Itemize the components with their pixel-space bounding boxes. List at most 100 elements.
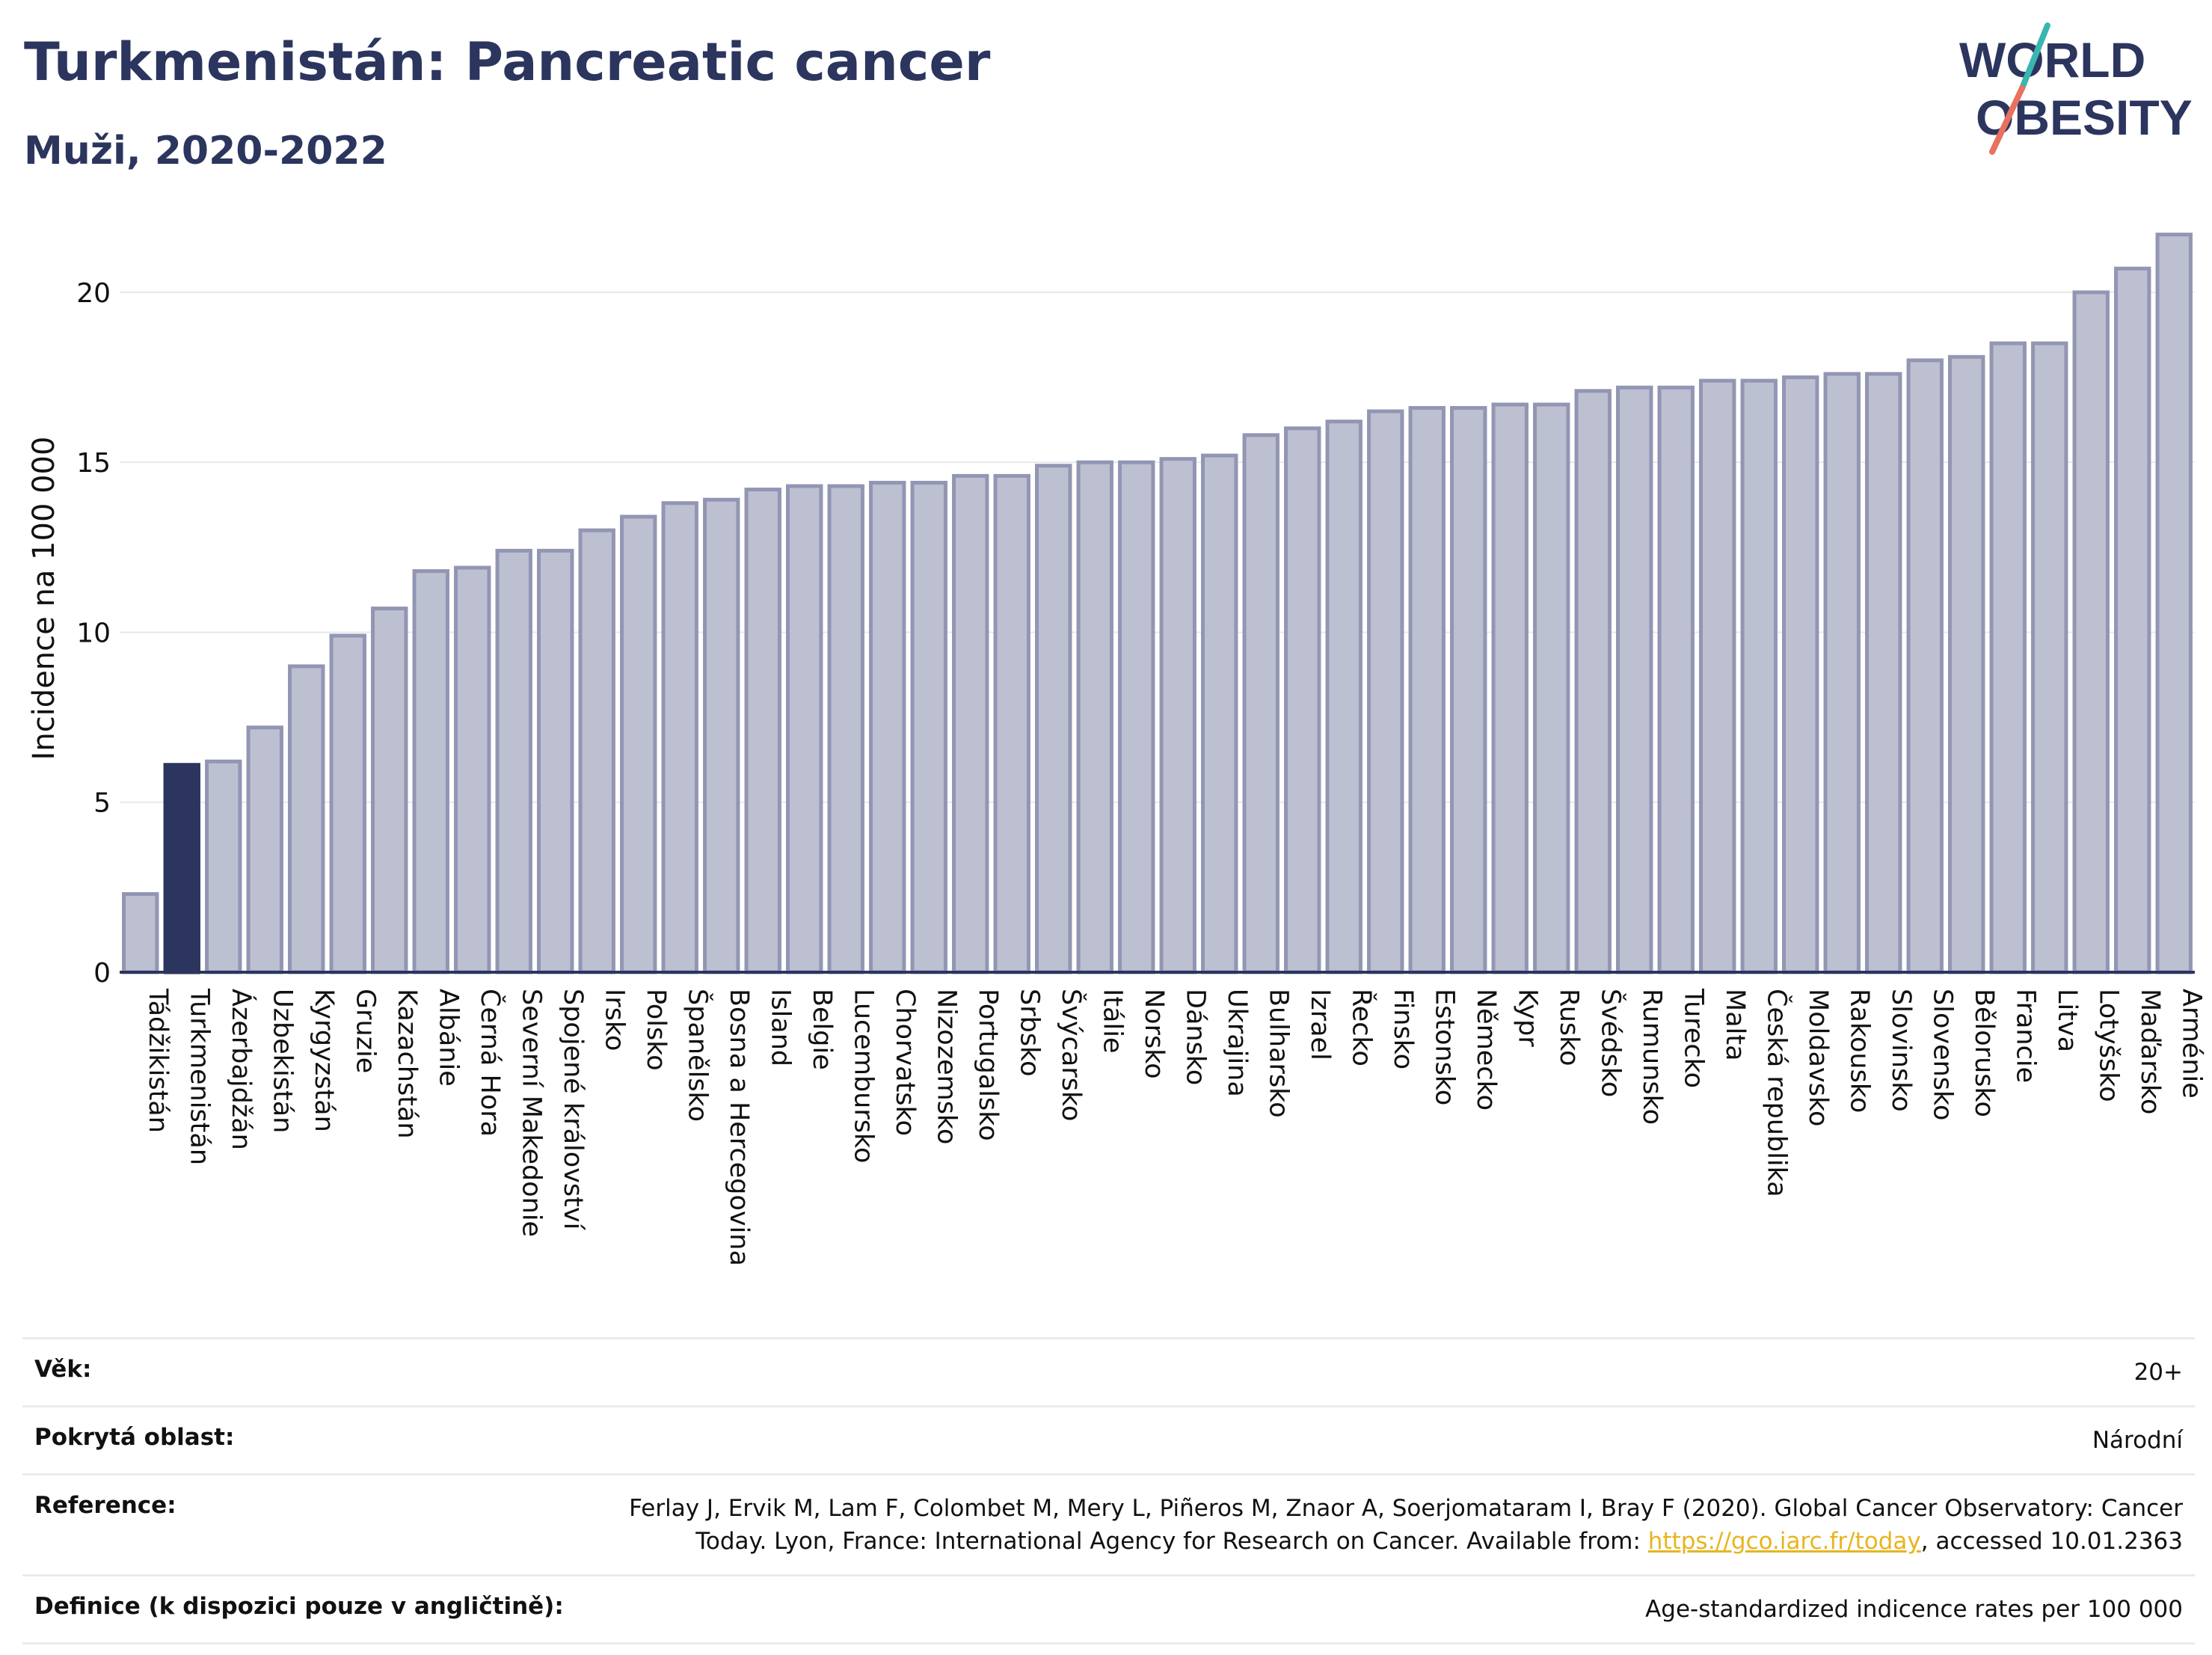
x-tick-label: Tádžikistán bbox=[143, 988, 173, 1133]
bar bbox=[703, 497, 740, 974]
bar bbox=[1989, 341, 2027, 974]
x-tick-label: Maďarsko bbox=[2135, 989, 2165, 1114]
bar bbox=[1533, 402, 1570, 974]
bar bbox=[1906, 358, 1944, 974]
bar bbox=[952, 473, 989, 974]
x-tick-label: Litva bbox=[2052, 989, 2082, 1052]
x-tick-label: Ázerbajdžán bbox=[226, 989, 257, 1150]
logo-slash-top bbox=[2019, 22, 2050, 91]
bar bbox=[246, 725, 283, 974]
bar bbox=[371, 607, 408, 974]
bar bbox=[2072, 290, 2110, 974]
bar bbox=[661, 501, 698, 974]
meta-row-age: Věk: 20+ bbox=[22, 1337, 2195, 1405]
chart-title: Turkmenistán: Pancreatic cancer bbox=[24, 31, 991, 93]
x-tick-label: Česká republika bbox=[1761, 989, 1792, 1197]
x-tick-label: Arménie bbox=[2176, 989, 2206, 1099]
x-tick-label: Kazachstán bbox=[392, 989, 422, 1139]
bar bbox=[288, 664, 325, 974]
x-tick-label: Španělsko bbox=[682, 989, 713, 1122]
meta-label-definition: Definice (k dispozici pouze v angličtině… bbox=[34, 1593, 564, 1620]
bar bbox=[993, 473, 1030, 974]
bars bbox=[122, 233, 2193, 974]
reference-link[interactable]: https://gco.iarc.fr/today bbox=[1647, 1528, 1921, 1555]
x-tick-label: Rakousko bbox=[1844, 989, 1874, 1113]
x-tick-label: Island bbox=[765, 989, 795, 1066]
bar bbox=[1782, 375, 1819, 974]
y-axis-label: Incidence na 100 000 bbox=[27, 437, 61, 761]
x-tick-label: Moldavsko bbox=[1803, 989, 1833, 1126]
world-obesity-logo: WORLD OBESITY bbox=[1959, 22, 2193, 155]
x-tick-label: Kypr bbox=[1512, 989, 1542, 1047]
bar bbox=[1035, 464, 1072, 974]
y-tick-label: 20 bbox=[76, 278, 111, 309]
y-tick-labels: 0 5 10 15 20 bbox=[76, 278, 111, 989]
x-tick-label: Bělorusko bbox=[1969, 989, 1999, 1117]
x-tick-label: Turkmenistán bbox=[184, 988, 214, 1165]
meta-label-reference: Reference: bbox=[34, 1492, 176, 1519]
bar-chart: 0 5 10 15 20 Tádžikistán Turkmenistán Ázerbajd… bbox=[27, 233, 2207, 1266]
x-tick-label: Albánie bbox=[433, 989, 463, 1087]
bar bbox=[1201, 453, 1238, 974]
x-tick-label: Černá Hora bbox=[475, 989, 506, 1137]
chart-subtitle: Muži, 2020-2022 bbox=[24, 129, 387, 174]
y-tick-label: 0 bbox=[93, 958, 111, 989]
bar bbox=[1325, 420, 1362, 974]
reference-text: Ferlay J, Ervik M, Lam F, Colombet M, Me… bbox=[629, 1495, 2183, 1555]
y-tick-label: 10 bbox=[76, 618, 111, 648]
x-tick-label: Německo bbox=[1471, 989, 1501, 1111]
bar bbox=[2155, 233, 2193, 974]
bar bbox=[2031, 341, 2068, 974]
x-tick-label: Turecko bbox=[1678, 988, 1708, 1088]
x-tick-label: Bosna a Hercegovina bbox=[724, 989, 754, 1266]
x-tick-label: Belgie bbox=[807, 989, 837, 1070]
logo-line2: OBESITY bbox=[1976, 90, 2193, 145]
meta-row-reference: Reference: Ferlay J, Ervik M, Lam F, Col… bbox=[22, 1473, 2195, 1574]
bar bbox=[1076, 460, 1113, 974]
bar bbox=[578, 528, 615, 974]
x-tick-label: Ukrajina bbox=[1222, 989, 1252, 1097]
x-tick-label: Norsko bbox=[1139, 989, 1169, 1079]
x-tick-label: Dánsko bbox=[1180, 989, 1210, 1085]
x-tick-label: Lucembursko bbox=[848, 989, 878, 1163]
bar bbox=[1657, 385, 1695, 974]
x-tick-label: Chorvatsko bbox=[890, 989, 920, 1136]
bar bbox=[786, 484, 823, 974]
x-tick-label: Slovensko bbox=[1927, 989, 1957, 1120]
bar bbox=[1823, 372, 1861, 974]
bar bbox=[537, 548, 574, 974]
bar bbox=[1491, 402, 1529, 974]
x-tick-label: Severní Makedonie bbox=[516, 989, 546, 1237]
bar bbox=[1699, 378, 1736, 974]
x-tick-label: Rusko bbox=[1554, 989, 1584, 1066]
bar bbox=[1367, 409, 1404, 974]
x-tick-label: Rumunsko bbox=[1637, 989, 1667, 1125]
logo-line1: WORLD bbox=[1959, 32, 2145, 87]
x-tick-label: Švédsko bbox=[1595, 989, 1626, 1097]
bar bbox=[1865, 372, 1902, 974]
bar bbox=[1616, 385, 1653, 974]
bar-highlighted bbox=[163, 763, 200, 974]
bar bbox=[1159, 457, 1196, 974]
x-tick-label: Nizozemsko bbox=[931, 989, 961, 1144]
bar bbox=[1948, 354, 1985, 974]
bar bbox=[205, 759, 242, 974]
metadata-table: Věk: 20+ Pokrytá oblast: Národní Referen… bbox=[22, 1337, 2195, 1645]
x-tick-label: Spojené království bbox=[558, 989, 588, 1231]
bar bbox=[620, 515, 657, 974]
x-tick-label: Estonsko bbox=[1429, 989, 1459, 1105]
bar bbox=[1242, 433, 1279, 974]
bar bbox=[412, 569, 449, 974]
x-tick-labels: Tádžikistán Turkmenistán Ázerbajdžán Uzbeki… bbox=[143, 988, 2207, 1266]
bar bbox=[1450, 405, 1487, 974]
meta-label-age: Věk: bbox=[34, 1356, 92, 1383]
x-tick-label: Slovinsko bbox=[1886, 989, 1916, 1112]
bar bbox=[1284, 426, 1321, 974]
bar bbox=[1118, 460, 1155, 974]
bar bbox=[454, 565, 491, 974]
bar bbox=[122, 891, 159, 974]
meta-value-reference: Ferlay J, Ervik M, Lam F, Colombet M, Me… bbox=[612, 1492, 2183, 1558]
bar bbox=[1574, 389, 1612, 974]
x-tick-label: Lotyšsko bbox=[2093, 989, 2123, 1102]
meta-label-coverage: Pokrytá oblast: bbox=[34, 1424, 235, 1451]
